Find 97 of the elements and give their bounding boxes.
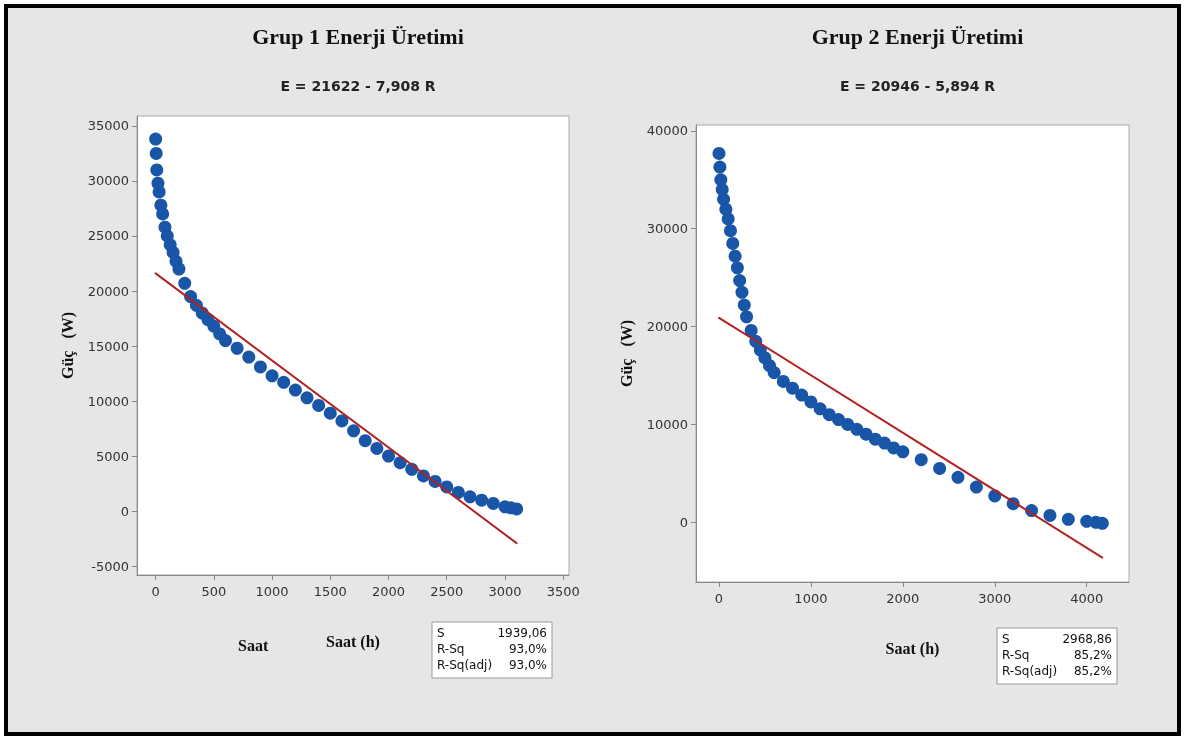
chart-title: Grup 1 Enerji Üretimi xyxy=(252,23,464,49)
point xyxy=(323,406,337,420)
x-tick-label: 3000 xyxy=(978,591,1012,606)
point xyxy=(726,236,740,250)
x-tick-label: 3000 xyxy=(488,584,522,599)
y-tick-label: 35000 xyxy=(87,118,129,134)
point xyxy=(219,334,232,348)
point xyxy=(951,470,965,484)
y-tick-label: 0 xyxy=(120,503,129,519)
y-tick-label: 20000 xyxy=(87,283,129,299)
y-tick-label: 15000 xyxy=(87,338,129,354)
x-tick-label: 4000 xyxy=(1070,591,1104,606)
x-tick-label: 2000 xyxy=(886,591,920,606)
x-tick-label: 2000 xyxy=(371,584,406,599)
point xyxy=(149,132,163,146)
point xyxy=(358,434,372,448)
chart-subtitle: E = 20946 - 5,894 R xyxy=(839,78,996,94)
text: R-Sq(adj) 85,2% xyxy=(1002,664,1112,678)
point xyxy=(265,369,279,383)
point xyxy=(776,374,790,388)
point xyxy=(335,414,349,428)
point xyxy=(737,298,751,312)
y-tick-label: 20000 xyxy=(646,319,688,335)
y-tick-label: 25000 xyxy=(87,228,129,244)
point xyxy=(242,350,256,364)
point xyxy=(370,441,384,455)
point xyxy=(914,453,928,467)
point xyxy=(767,366,781,380)
x-tick-label: 500 xyxy=(201,584,227,599)
point xyxy=(730,261,744,275)
text: R-Sq(adj) 93,0% xyxy=(437,658,547,672)
x-tick-label: 2500 xyxy=(430,584,464,599)
point xyxy=(347,424,361,438)
point xyxy=(230,341,244,355)
point xyxy=(786,381,800,395)
point xyxy=(1043,508,1057,522)
text: Saat xyxy=(238,636,269,654)
chart-title: Grup 2 Enerji Üretimi xyxy=(811,23,1024,49)
point xyxy=(152,185,166,199)
y-axis-title: Güç (W) xyxy=(617,319,636,388)
text: R-Sq 93,0% xyxy=(437,642,547,656)
point xyxy=(795,388,809,402)
point xyxy=(712,146,726,160)
point xyxy=(969,480,983,494)
point xyxy=(156,207,170,221)
y-axis-title: Güç (W) xyxy=(58,311,77,380)
point xyxy=(804,395,818,409)
text: S 2968,86 xyxy=(1002,632,1112,646)
y-tick-label: 10000 xyxy=(87,393,129,409)
text: R-Sq 85,2% xyxy=(1002,648,1112,662)
x-axis-title: Saat (h) xyxy=(885,639,940,658)
x-tick-label: 1500 xyxy=(313,584,347,599)
point xyxy=(832,413,845,427)
point xyxy=(721,212,735,226)
point xyxy=(813,402,827,416)
point xyxy=(463,490,477,504)
point xyxy=(451,485,465,499)
point xyxy=(172,262,186,276)
text: S 1939,06 xyxy=(437,626,547,640)
y-tick-label: 30000 xyxy=(646,221,688,237)
chart-subtitle: E = 21622 - 7,908 R xyxy=(280,78,436,94)
x-tick-label: 1000 xyxy=(255,584,289,599)
point xyxy=(277,375,291,389)
point xyxy=(300,391,314,405)
point xyxy=(288,383,302,397)
point xyxy=(382,449,396,463)
x-tick-label: 0 xyxy=(714,591,724,606)
y-tick-label: 0 xyxy=(679,514,688,530)
point xyxy=(850,422,864,436)
point xyxy=(510,502,524,516)
point xyxy=(486,496,500,510)
y-tick-label: -5000 xyxy=(91,558,129,574)
y-tick-label: 40000 xyxy=(646,123,688,139)
point xyxy=(1061,512,1075,526)
point xyxy=(841,417,855,431)
point xyxy=(475,493,489,507)
x-axis-title: Saat (h) xyxy=(326,632,380,651)
point xyxy=(740,310,754,324)
y-tick-label: 10000 xyxy=(646,416,688,432)
x-tick-label: 1000 xyxy=(794,591,828,606)
point xyxy=(178,276,192,290)
point xyxy=(728,249,742,263)
point xyxy=(150,163,164,177)
point xyxy=(713,160,727,174)
point xyxy=(735,285,749,299)
y-tick-label: 30000 xyxy=(87,173,129,189)
point xyxy=(312,398,326,412)
x-tick-label: 0 xyxy=(151,584,160,599)
x-tick-label: 3500 xyxy=(546,584,580,599)
point xyxy=(723,224,737,238)
point xyxy=(253,360,267,374)
point xyxy=(744,324,758,337)
point xyxy=(149,146,163,160)
point xyxy=(896,445,910,459)
point xyxy=(733,274,747,288)
point xyxy=(933,461,947,475)
y-tick-label: 5000 xyxy=(95,448,129,464)
